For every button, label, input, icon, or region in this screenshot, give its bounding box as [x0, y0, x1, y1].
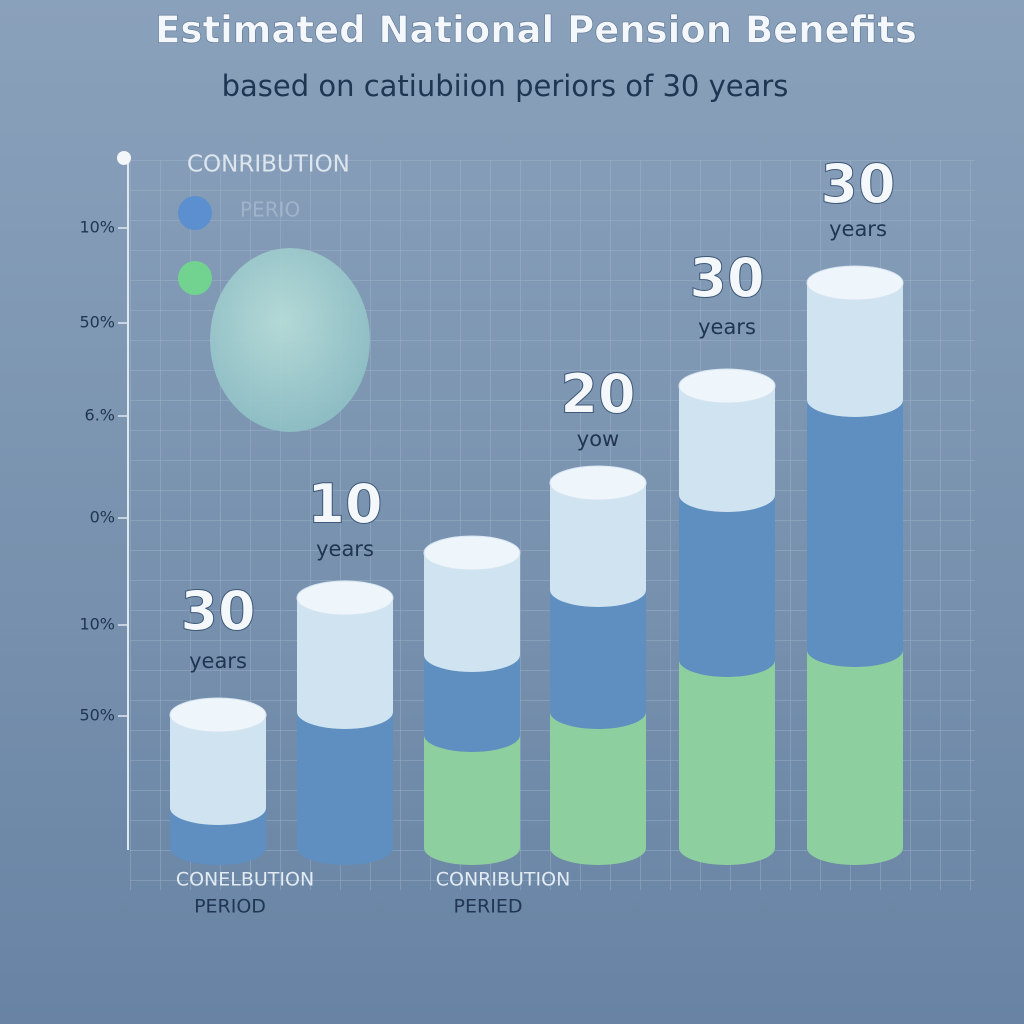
column: [806, 265, 904, 865]
column-top: [806, 265, 904, 301]
y-axis-label: 6.%: [85, 406, 115, 425]
column-number: 30: [689, 247, 764, 310]
x-label: PERIOD: [194, 896, 266, 918]
column-segment: [550, 483, 646, 590]
decorative-blob: [210, 248, 370, 432]
column-segment: [297, 598, 393, 712]
legend-heading: CONRIBUTION: [187, 152, 350, 178]
column-top: [169, 697, 267, 733]
column-number: 30: [820, 153, 895, 216]
column-segment: [807, 283, 903, 400]
axis-dot: [117, 151, 131, 165]
x-label: PERIED: [454, 896, 523, 918]
column-number: 10: [307, 473, 382, 536]
column-number: 20: [560, 363, 635, 426]
column-segment: [297, 712, 393, 848]
column-unit: years: [698, 315, 756, 339]
column-segment: [807, 400, 903, 650]
column: [169, 697, 267, 865]
y-axis-label: 50%: [79, 706, 115, 725]
column-top: [678, 368, 776, 404]
column-unit: years: [189, 649, 247, 673]
y-axis-labels: 10% 50% 6.% 0% 10% 50%: [79, 218, 128, 725]
y-axis-label: 10%: [79, 615, 115, 634]
subtitle: based on catiubiion periors of 30 years: [222, 69, 789, 103]
legend-item: PERIO: [240, 198, 300, 222]
x-labels: CONELBUTION PERIOD CONRIBUTION PERIED: [176, 869, 570, 918]
column: [423, 535, 521, 865]
column: [296, 580, 394, 865]
title: Estimated National Pension Benefits: [155, 9, 917, 52]
column-segment: [679, 495, 775, 660]
column: [678, 368, 776, 865]
column-segment: [550, 712, 646, 848]
columns: [169, 265, 904, 865]
column-top: [296, 580, 394, 616]
column-top: [423, 535, 521, 571]
y-axis-label: 50%: [79, 313, 115, 332]
legend-swatch: [178, 196, 212, 230]
x-label: CONRIBUTION: [436, 869, 571, 891]
column-unit: yow: [577, 427, 619, 451]
column-number: 30: [180, 580, 255, 643]
column-top: [549, 465, 647, 501]
y-axis-label: 10%: [79, 218, 115, 237]
y-axis-label: 0%: [90, 508, 115, 527]
column-segment: [679, 386, 775, 495]
column-unit: years: [829, 217, 887, 241]
column: [549, 465, 647, 865]
column-segment: [424, 735, 520, 848]
column-segment: [807, 650, 903, 848]
legend-swatch: [178, 261, 212, 295]
x-label: CONELBUTION: [176, 869, 314, 891]
column-segment: [550, 590, 646, 712]
column-unit: years: [316, 537, 374, 561]
column-segment: [679, 660, 775, 848]
